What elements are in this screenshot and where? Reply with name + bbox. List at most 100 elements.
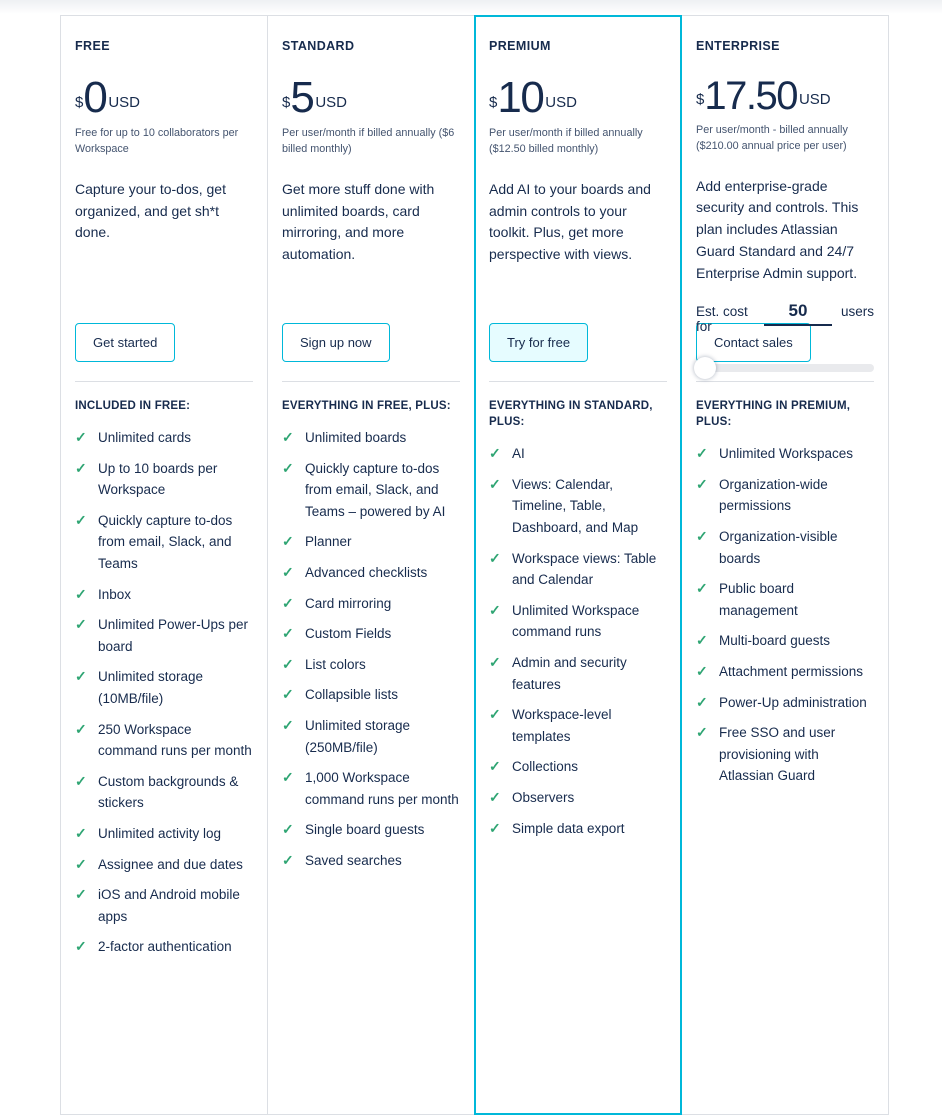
feature-item: ✓ Unlimited activity log (75, 823, 253, 845)
check-icon: ✓ (75, 938, 87, 955)
currency-symbol: $ (696, 90, 705, 108)
feature-item: ✓ Unlimited storage (10MB/file) (75, 666, 253, 709)
feature-label: Single board guests (305, 822, 425, 838)
check-icon: ✓ (489, 601, 501, 618)
feature-label: Collapsible lists (305, 687, 399, 703)
feature-item: ✓ Planner (282, 531, 460, 553)
slider-track[interactable] (696, 364, 874, 373)
feature-item: ✓ AI (489, 443, 667, 465)
check-icon: ✓ (75, 855, 87, 872)
cta-button[interactable]: Get started (75, 323, 176, 362)
plan-price: $ 5 USD (282, 75, 460, 119)
feature-list: ✓ Unlimited cards ✓ Up to 10 boards per Wor… (75, 427, 253, 958)
feature-label: Custom backgrounds & stickers (98, 773, 239, 811)
feature-item: ✓ Free SSO and user provisioning with Atl… (696, 722, 874, 787)
feature-label: Workspace views: Table and Calendar (512, 550, 657, 588)
currency-symbol: $ (75, 94, 84, 112)
plan-description: Capture your to-dos, get organized, and … (75, 181, 226, 241)
feature-label: iOS and Android mobile apps (98, 887, 240, 924)
feature-item: ✓ Card mirroring (282, 593, 460, 615)
plan-name: ENTERPRISE (696, 39, 780, 53)
estimator-suffix-label: users (840, 304, 874, 320)
plan-card: FREE $ 0 USD Free for up to 10 collabora… (60, 15, 268, 1115)
price-amount: 0 (83, 73, 107, 122)
check-icon: ✓ (696, 724, 708, 741)
users-count-input[interactable]: 50 (763, 301, 832, 327)
feature-label: Simple data export (512, 820, 625, 836)
feature-label: List colors (305, 656, 366, 672)
feature-item: ✓ Organization-visible boards (696, 526, 874, 569)
price-unit: USD (108, 94, 140, 112)
feature-label: Planner (305, 534, 352, 550)
cta-button[interactable]: Sign up now (282, 323, 390, 362)
check-icon: ✓ (75, 511, 87, 528)
feature-item: ✓ Quickly capture to-dos from email, Slac… (75, 510, 253, 575)
cta-button[interactable]: Try for free (489, 323, 589, 362)
feature-label: Assignee and due dates (98, 856, 243, 872)
check-icon: ✓ (696, 662, 708, 679)
feature-list: ✓ Unlimited Workspaces ✓ Organization-wide … (696, 443, 874, 787)
check-icon: ✓ (489, 549, 501, 566)
check-icon: ✓ (489, 706, 501, 723)
check-icon: ✓ (75, 668, 87, 685)
cta-button[interactable]: Contact sales (696, 323, 811, 362)
feature-label: Admin and security features (512, 654, 627, 692)
feature-label: Quickly capture to-dos from email, Slack… (98, 512, 233, 572)
billing-note: Per user/month if billed annually ($6 bi… (282, 127, 455, 156)
feature-label: Saved searches (305, 853, 402, 868)
price-unit: USD (545, 94, 577, 112)
check-icon: ✓ (696, 445, 708, 462)
feature-label: Free SSO and user provisioning with Atla… (719, 725, 836, 784)
check-icon: ✓ (75, 429, 87, 446)
feature-item: ✓ Up to 10 boards per Workspace (75, 458, 253, 501)
check-icon: ✓ (696, 475, 708, 492)
slider-thumb-handle[interactable] (694, 357, 716, 380)
feature-list-header: EVERYTHING IN PREMIUM, PLUS: (696, 400, 851, 429)
check-icon: ✓ (75, 825, 87, 841)
check-icon: ✓ (489, 475, 501, 492)
check-icon: ✓ (489, 758, 501, 775)
plan-description: Add AI to your boards and admin controls… (489, 181, 651, 263)
price-unit: USD (798, 90, 831, 108)
feature-item: ✓ Advanced checklists (282, 562, 460, 584)
plan-summary: FREE $ 0 USD Free for up to 10 collabora… (75, 39, 253, 323)
page-top-gradient (0, 0, 942, 14)
feature-item: ✓ Assignee and due dates (75, 854, 253, 876)
check-icon: ✓ (282, 686, 294, 703)
feature-label: Unlimited activity log (98, 826, 222, 841)
check-icon: ✓ (489, 819, 501, 836)
feature-item: ✓ iOS and Android mobile apps (75, 884, 253, 927)
feature-label: AI (512, 446, 525, 462)
check-icon: ✓ (282, 533, 294, 550)
check-icon: ✓ (75, 772, 87, 789)
feature-item: ✓ 250 Workspace command runs per month (75, 719, 253, 762)
feature-label: Attachment permissions (719, 663, 864, 679)
feature-item: ✓ Admin and security features (489, 652, 667, 695)
billing-note: Per user/month if billed annually ($12.5… (489, 127, 643, 156)
feature-item: ✓ Views: Calendar, Timeline, Table, Dashb… (489, 474, 667, 539)
plan-name: STANDARD (282, 39, 355, 53)
plan-card: STANDARD $ 5 USD Per user/month if bille… (267, 15, 475, 1115)
feature-item: ✓ Unlimited Power-Ups per board (75, 614, 253, 657)
feature-item: ✓ Simple data export (489, 818, 667, 840)
feature-item: ✓ Custom Fields (282, 623, 460, 645)
check-icon: ✓ (75, 886, 87, 903)
plan-card: PREMIUM $ 10 USD Per user/month if bille… (474, 15, 682, 1115)
feature-item: ✓ Workspace-level templates (489, 704, 667, 747)
check-icon: ✓ (282, 852, 294, 868)
currency-symbol: $ (282, 94, 291, 112)
check-icon: ✓ (696, 580, 708, 597)
feature-label: 1,000 Workspace command runs per month (305, 770, 459, 807)
check-icon: ✓ (489, 445, 501, 462)
check-icon: ✓ (282, 459, 294, 476)
feature-label: Custom Fields (305, 626, 392, 642)
feature-label: Advanced checklists (305, 565, 428, 581)
check-icon: ✓ (282, 625, 294, 642)
feature-item: ✓ List colors (282, 654, 460, 676)
check-icon: ✓ (282, 594, 294, 611)
feature-item: ✓ Unlimited Workspaces (696, 443, 874, 465)
price-amount: 17.50 (704, 74, 798, 118)
plan-summary: ENTERPRISE $ 17.50 USD Per user/month - … (694, 39, 874, 380)
check-icon: ✓ (282, 717, 294, 734)
users-slider[interactable] (694, 357, 874, 380)
